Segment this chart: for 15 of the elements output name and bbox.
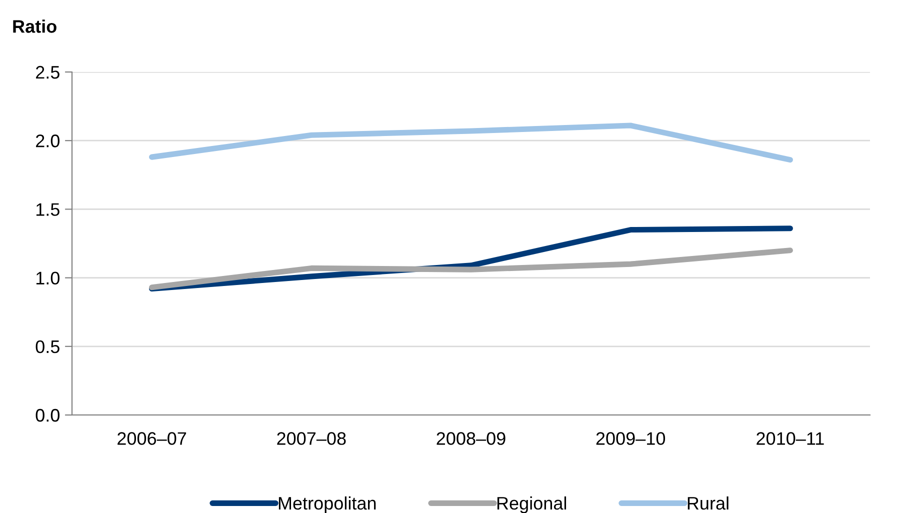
x-tick-label: 2010–11 <box>756 432 824 445</box>
y-tick-label: 0.5 <box>36 340 60 354</box>
legend-label: Rural <box>688 496 728 510</box>
y-tick-label: 1.5 <box>36 203 60 216</box>
y-tick-label: 2.5 <box>36 66 60 79</box>
y-tick-label: 1.0 <box>36 272 60 285</box>
y-axis-title: Ratio <box>13 20 56 33</box>
legend-label: Metropolitan <box>278 496 376 513</box>
x-tick-label: 2009–10 <box>596 432 666 445</box>
y-tick-label: 2.0 <box>36 134 60 148</box>
legend-label: Regional <box>497 496 566 513</box>
y-tick-label: 0.0 <box>36 408 60 422</box>
x-tick-label: 2008–09 <box>436 432 506 445</box>
x-tick-label: 2006–07 <box>118 432 186 445</box>
x-tick-label: 2007–08 <box>277 432 346 445</box>
